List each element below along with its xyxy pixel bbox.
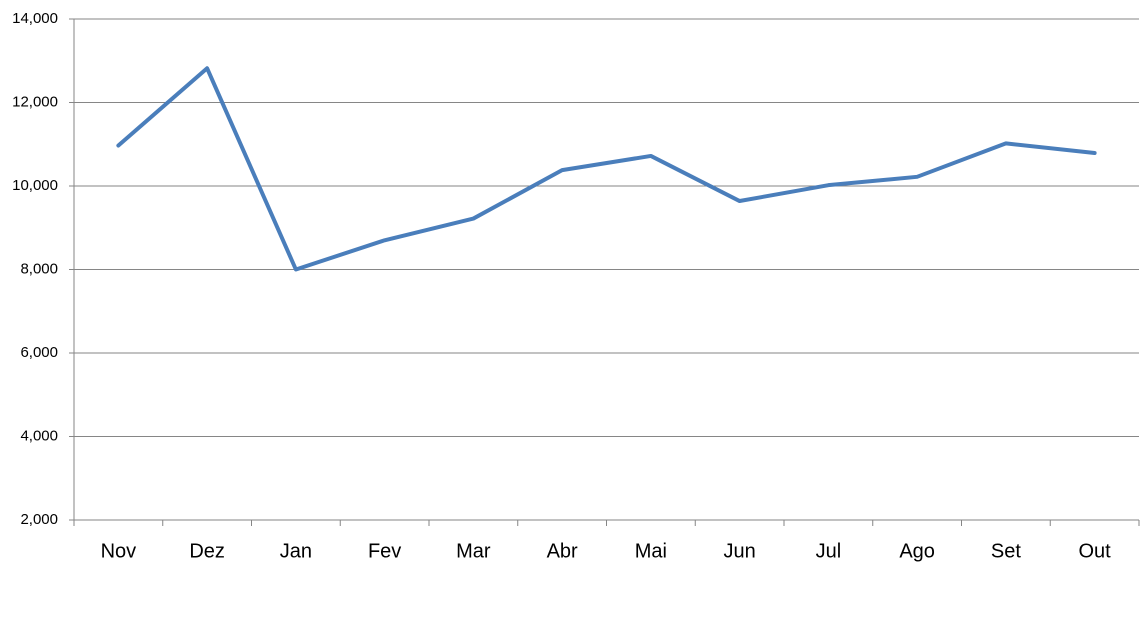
- x-tick-label: Mai: [635, 540, 667, 562]
- x-tick-label: Mar: [456, 540, 491, 562]
- line-series: [116, 66, 1097, 272]
- y-tick-label: 2,000: [20, 511, 58, 528]
- x-tick-label: Jan: [280, 540, 312, 562]
- x-tick-label: Jun: [724, 540, 756, 562]
- y-tick-label: 8,000: [20, 260, 58, 277]
- y-tick-label: 10,000: [12, 177, 58, 194]
- x-tick-label: Set: [991, 540, 1021, 562]
- x-tick-label: Fev: [368, 540, 401, 562]
- y-tick-label: 12,000: [12, 93, 58, 110]
- x-tick-label: Abr: [547, 540, 578, 562]
- x-tick-label: Jul: [816, 540, 842, 562]
- y-tick-label: 6,000: [20, 344, 58, 361]
- x-tick-label: Nov: [101, 540, 137, 562]
- x-tick-label: Dez: [189, 540, 225, 562]
- y-tick-label: 4,000: [20, 427, 58, 444]
- x-tick-label: Out: [1079, 540, 1112, 562]
- y-tick-label: 14,000: [12, 10, 58, 27]
- x-tick-label: Ago: [899, 540, 935, 562]
